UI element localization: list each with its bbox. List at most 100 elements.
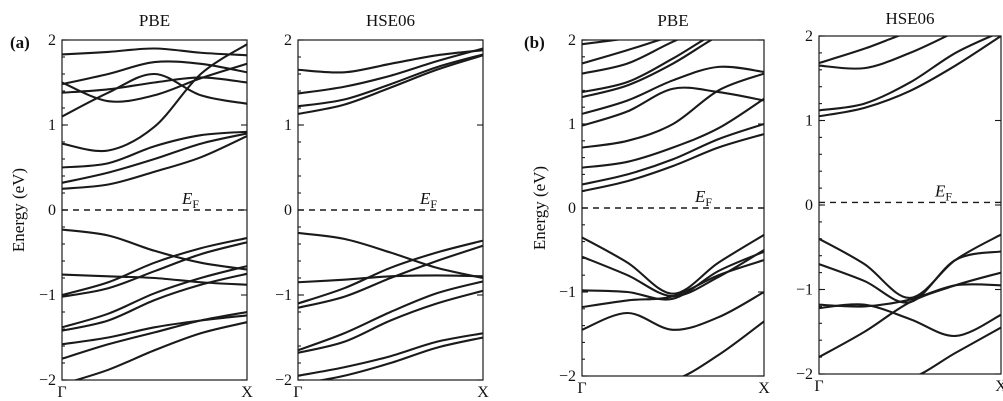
fermi-label-sub: F bbox=[192, 197, 199, 211]
band-line-7 bbox=[582, 86, 764, 127]
band-line-2 bbox=[582, 40, 663, 65]
band-line-7 bbox=[298, 239, 483, 305]
band-line-3 bbox=[582, 40, 680, 75]
band-line-11 bbox=[298, 332, 483, 377]
y-tick-label: −1 bbox=[796, 282, 813, 299]
band-line-7 bbox=[62, 130, 247, 169]
band-lines bbox=[582, 40, 764, 376]
fermi-label: EF bbox=[694, 187, 712, 209]
band-lines bbox=[298, 47, 483, 380]
band-line-7 bbox=[819, 283, 1001, 308]
band-line-5 bbox=[62, 72, 247, 118]
band-panel-2: 2 1 0 −1 −2Γ X HSE06 EF bbox=[275, 11, 489, 401]
band-line-12 bbox=[316, 336, 483, 380]
y-tick-label: 1 bbox=[284, 117, 292, 134]
band-line-16 bbox=[62, 314, 247, 346]
band-line-2 bbox=[298, 47, 483, 95]
band-panel-4: 2 1 0 −1 −2Γ X HSE06 EF bbox=[796, 9, 1003, 395]
fermi-label-main: E bbox=[694, 187, 706, 206]
y-tick-label: −2 bbox=[39, 372, 56, 389]
fermi-label-main: E bbox=[181, 189, 193, 208]
fermi-label-sub: F bbox=[945, 189, 952, 203]
band-line-8 bbox=[62, 132, 247, 184]
y-tick-label: 2 bbox=[48, 32, 56, 49]
band-line-12 bbox=[62, 237, 247, 297]
band-line-9 bbox=[582, 97, 764, 169]
fermi-label-main: E bbox=[419, 189, 431, 208]
panel-label: (b) bbox=[524, 33, 545, 52]
band-line-5 bbox=[819, 233, 1001, 300]
band-line-5 bbox=[582, 40, 714, 99]
x-tick-label: X bbox=[241, 384, 253, 401]
band-line-12 bbox=[582, 233, 764, 295]
band-line-4 bbox=[819, 36, 1001, 118]
band-line-8 bbox=[582, 72, 764, 149]
y-tick-label: −2 bbox=[796, 366, 813, 383]
fermi-label-sub: F bbox=[705, 195, 712, 209]
band-line-9 bbox=[62, 135, 247, 190]
x-tick-label: X bbox=[477, 384, 489, 401]
band-line-14 bbox=[582, 250, 764, 301]
band-line-4 bbox=[582, 40, 706, 94]
band-line-3 bbox=[298, 53, 483, 108]
band-line-3 bbox=[62, 62, 247, 103]
y-tick-label: 2 bbox=[805, 28, 813, 45]
y-tick-label: −1 bbox=[275, 287, 292, 304]
y-tick-label: −2 bbox=[275, 372, 292, 389]
x-tick-label: X bbox=[758, 380, 770, 397]
fermi-label: EF bbox=[181, 189, 199, 211]
band-line-10 bbox=[918, 326, 1001, 374]
band-line-10 bbox=[62, 228, 247, 271]
y-tick-label: 0 bbox=[568, 200, 576, 217]
y-tick-label: 1 bbox=[568, 116, 576, 133]
band-line-18 bbox=[72, 321, 247, 380]
y-axis-label: Energy (eV) bbox=[530, 166, 549, 250]
band-line-6 bbox=[298, 274, 483, 284]
band-line-13 bbox=[62, 241, 247, 298]
band-panel-1: 2 1 0 −1 −2Γ X PBE (a) Energy (eV) EF bbox=[9, 11, 253, 401]
y-axis-label: Energy (eV) bbox=[9, 168, 28, 252]
band-line-14 bbox=[62, 265, 247, 329]
band-panel-3: 2 1 0 −1 −2Γ X PBE (b) Energy (eV) EF bbox=[524, 11, 770, 397]
band-line-6 bbox=[819, 250, 1001, 304]
fermi-label-main: E bbox=[934, 181, 946, 200]
y-tick-label: 0 bbox=[48, 202, 56, 219]
band-line-11 bbox=[582, 133, 764, 193]
band-line-11 bbox=[62, 273, 247, 286]
x-tick-label: X bbox=[995, 378, 1003, 395]
x-tick-label: Γ bbox=[577, 380, 586, 397]
y-tick-label: 1 bbox=[48, 117, 56, 134]
x-tick-label: Γ bbox=[57, 384, 66, 401]
band-line-8 bbox=[819, 303, 1001, 338]
plot-frame bbox=[818, 35, 1002, 375]
band-line-8 bbox=[298, 244, 483, 309]
band-line-3 bbox=[819, 36, 995, 112]
band-line-17 bbox=[681, 320, 764, 376]
band-line-6 bbox=[62, 43, 247, 153]
y-tick-label: 2 bbox=[284, 32, 292, 49]
band-line-2 bbox=[62, 60, 247, 86]
y-tick-label: −2 bbox=[559, 368, 576, 385]
fermi-label: EF bbox=[419, 189, 437, 211]
band-line-13 bbox=[582, 249, 764, 298]
band-line-1 bbox=[298, 49, 483, 74]
panel-title: HSE06 bbox=[366, 11, 415, 30]
band-line-17 bbox=[62, 310, 247, 360]
band-line-16 bbox=[582, 291, 764, 331]
band-line-15 bbox=[62, 272, 247, 332]
y-tick-label: 1 bbox=[805, 113, 813, 130]
band-lines bbox=[819, 36, 1001, 374]
y-tick-label: 0 bbox=[805, 197, 813, 214]
band-line-9 bbox=[298, 280, 483, 352]
band-line-10 bbox=[298, 289, 483, 354]
band-line-10 bbox=[582, 123, 764, 186]
band-line-15 bbox=[582, 259, 764, 309]
band-line-4 bbox=[298, 54, 483, 115]
band-line-5 bbox=[298, 231, 483, 280]
x-tick-label: Γ bbox=[814, 378, 823, 395]
band-line-9 bbox=[819, 271, 1001, 359]
band-line-6 bbox=[582, 65, 764, 115]
y-tick-label: −1 bbox=[559, 284, 576, 301]
panel-title: PBE bbox=[657, 11, 688, 30]
panel-title: HSE06 bbox=[885, 9, 934, 28]
